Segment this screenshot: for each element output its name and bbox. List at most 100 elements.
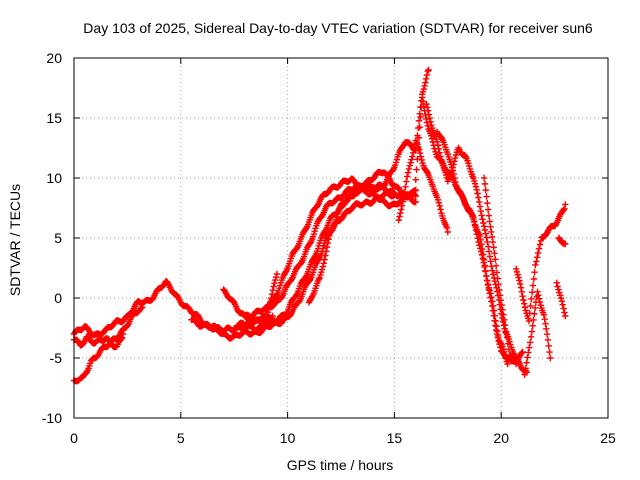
y-tick-label: 0: [54, 290, 62, 306]
x-axis-label: GPS time / hours: [287, 457, 394, 473]
data-point: [500, 311, 507, 318]
data-point: [406, 162, 413, 169]
data-point: [492, 262, 500, 269]
data-point: [424, 104, 431, 111]
data-point: [423, 119, 431, 126]
y-tick-label: 5: [54, 230, 62, 246]
data-point: [528, 328, 536, 335]
data-point: [527, 302, 534, 310]
data-point: [481, 180, 489, 188]
data-point: [521, 304, 529, 311]
data-point: [283, 309, 290, 317]
data-point: [481, 226, 489, 234]
data-point: [518, 288, 525, 295]
data-point: [412, 186, 419, 194]
data-point: [482, 268, 489, 275]
data-point: [496, 292, 504, 299]
data-point: [542, 320, 549, 327]
data-point: [471, 222, 479, 229]
data-point: [490, 307, 498, 314]
data-point: [504, 340, 512, 347]
data-point: [409, 149, 417, 157]
data-point: [438, 156, 445, 163]
data-point: [562, 312, 569, 320]
data-point: [479, 216, 486, 223]
data-point: [422, 75, 430, 83]
data-point: [489, 302, 497, 309]
data-point: [480, 174, 488, 182]
y-tick-label: -5: [50, 350, 63, 366]
data-point: [495, 332, 502, 340]
series-sat-m: [395, 137, 451, 236]
data-point: [434, 142, 442, 149]
data-point: [272, 274, 280, 281]
data-point: [265, 306, 272, 313]
y-tick-label: 10: [46, 170, 62, 186]
data-point: [475, 194, 482, 201]
series-sat-o: [512, 201, 569, 325]
data-point: [528, 295, 535, 303]
data-point: [520, 296, 527, 304]
data-point: [491, 249, 498, 257]
data-point: [437, 206, 444, 213]
data-point: [402, 183, 409, 191]
x-tick-label: 5: [177, 430, 185, 446]
data-point: [418, 94, 426, 101]
data-point: [512, 265, 520, 273]
data-point: [405, 165, 413, 173]
y-axis-label: SDTVAR / TECUs: [7, 184, 23, 296]
data-point: [533, 258, 540, 265]
data-point: [493, 323, 500, 330]
data-point: [562, 201, 569, 208]
data-point: [268, 290, 276, 298]
data-point: [498, 301, 505, 309]
data-point: [422, 79, 429, 86]
data-point: [491, 312, 498, 319]
data-point: [119, 330, 127, 338]
data-point: [417, 153, 425, 160]
data-point: [407, 159, 414, 166]
data-point: [424, 107, 432, 114]
data-point: [484, 199, 491, 207]
x-tick-label: 15: [387, 430, 403, 446]
data-point: [403, 178, 410, 185]
data-point: [544, 336, 552, 344]
data-point: [323, 248, 330, 255]
data-point: [427, 118, 434, 126]
data-point: [543, 325, 550, 332]
data-point: [526, 339, 534, 346]
data-point: [525, 317, 533, 325]
data-point: [541, 315, 548, 323]
data-point: [426, 114, 433, 122]
data-point: [480, 259, 487, 266]
data-point: [315, 242, 323, 250]
data-point: [401, 188, 408, 196]
data-point: [436, 149, 443, 156]
data-point: [415, 134, 423, 141]
data-point: [273, 270, 281, 278]
data-point: [492, 317, 499, 325]
data-point: [325, 236, 332, 243]
data-point: [422, 115, 430, 123]
data-point: [532, 261, 539, 269]
data-point: [522, 365, 529, 372]
data-point: [477, 207, 485, 215]
data-point: [326, 232, 333, 240]
data-point: [481, 263, 488, 271]
data-point: [396, 213, 403, 220]
data-point: [418, 156, 425, 164]
data-point: [540, 311, 548, 318]
data-point: [267, 295, 275, 302]
data-point: [416, 123, 423, 131]
data-point: [483, 193, 490, 200]
data-point: [416, 149, 424, 157]
data-point: [558, 298, 566, 305]
data-point: [266, 302, 273, 310]
data-point: [488, 294, 495, 301]
data-point: [412, 192, 419, 200]
data-point: [554, 283, 561, 290]
data-point: [488, 228, 495, 236]
data-point: [398, 202, 406, 210]
data-point: [484, 206, 492, 213]
